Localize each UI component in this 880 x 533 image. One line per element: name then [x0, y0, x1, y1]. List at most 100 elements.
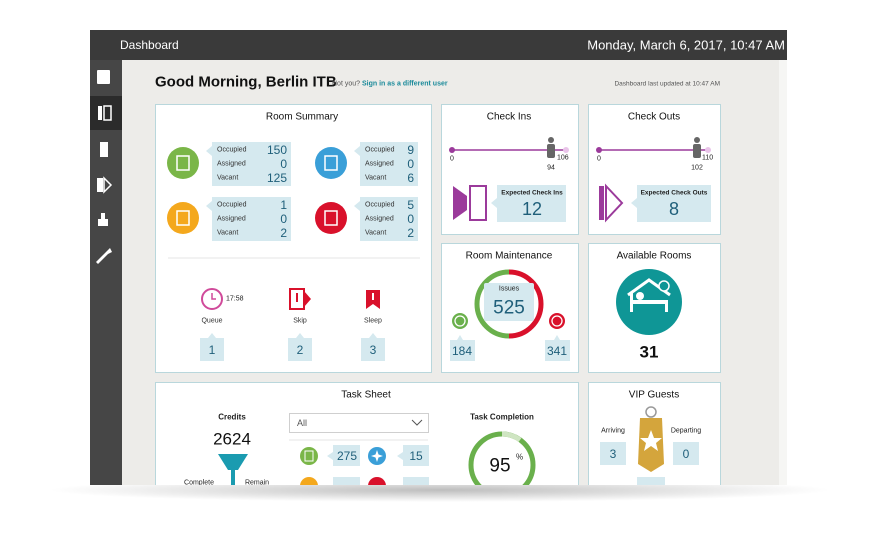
- filter-dropdown[interactable]: [289, 413, 429, 433]
- info-pointer: [369, 333, 377, 338]
- card-title: Check Outs: [628, 112, 680, 123]
- ring-resolved: [474, 269, 510, 339]
- row-label: Vacant: [217, 230, 238, 237]
- row-value: 5: [407, 198, 414, 212]
- row-label: Vacant: [365, 230, 386, 237]
- info-box: [333, 445, 360, 466]
- info-box: [200, 338, 224, 361]
- info-pointer: [354, 201, 360, 211]
- info-box: [403, 445, 429, 466]
- last-updated: Dashboard last updated at 10:47 AM: [614, 81, 720, 88]
- info-box: [484, 283, 534, 321]
- expected-value: 8: [669, 199, 679, 219]
- open-icon: [549, 313, 565, 329]
- row-value: 2: [407, 226, 414, 240]
- row-label: Assigned: [365, 161, 394, 168]
- info-box: [637, 185, 711, 222]
- checkin-total: 106: [557, 155, 569, 162]
- expected-value: 12: [522, 199, 542, 219]
- completion-unit: %: [516, 453, 523, 462]
- info-box: [360, 197, 418, 241]
- group-icon: [315, 147, 347, 179]
- sidebar-icons[interactable]: [96, 70, 113, 264]
- person-icon: [693, 137, 701, 158]
- info-box: [361, 338, 385, 361]
- filter-value: All: [297, 418, 307, 428]
- issues-label: Issues: [499, 286, 520, 293]
- checkout-current: 102: [691, 165, 703, 172]
- info-pointer: [354, 146, 360, 156]
- row-label: Occupied: [365, 147, 395, 154]
- card-title: Room Summary: [266, 112, 338, 123]
- info-box: [497, 185, 566, 222]
- info-box: [360, 142, 418, 186]
- group-icon-glyph: [176, 210, 190, 226]
- group-icon-glyph: [324, 210, 338, 226]
- app-title: Dashboard: [120, 38, 179, 52]
- row-value: 125: [267, 171, 287, 185]
- available-value: 31: [640, 343, 659, 362]
- info-box: [600, 442, 626, 465]
- row-value: 0: [407, 212, 414, 226]
- remain-label: Remain: [245, 480, 269, 487]
- clean-icon: [300, 447, 318, 465]
- credits-label: Credits: [218, 413, 246, 422]
- info-box: [212, 142, 291, 186]
- info-box: [673, 442, 699, 465]
- checkin-start: 0: [450, 156, 454, 163]
- info-box: [637, 477, 665, 485]
- info-box: [212, 197, 291, 241]
- info-box: [450, 340, 475, 361]
- top-bar: [90, 30, 787, 60]
- row-value: 0: [280, 157, 287, 171]
- greeting: Good Morning, Berlin ITB: [155, 74, 337, 91]
- row-label: Assigned: [217, 216, 246, 223]
- credits-value: 2624: [213, 430, 251, 449]
- info-pointer: [206, 146, 212, 156]
- arriving-label: Arriving: [601, 428, 625, 435]
- door-out-icon: [599, 183, 624, 223]
- info-box: [288, 338, 312, 361]
- checkin-current: 94: [547, 165, 555, 172]
- card-title: Task Sheet: [341, 390, 391, 401]
- sign-in-link[interactable]: Sign in as a different user: [362, 81, 448, 88]
- status-value: 2: [297, 343, 304, 357]
- expected-label: Expected Check Outs: [641, 190, 708, 197]
- app: Dashboard Monday, March 6, 2017, 10:47 A…: [90, 30, 787, 487]
- broom-icon: [218, 454, 248, 485]
- info-pointer: [296, 333, 304, 338]
- row-value: 150: [267, 143, 287, 157]
- chevron: [411, 419, 423, 426]
- info-pointer: [208, 333, 216, 338]
- row-label: Assigned: [365, 216, 394, 223]
- queue-icon: [201, 288, 223, 310]
- datetime: Monday, March 6, 2017, 10:47 AM: [587, 38, 785, 53]
- status-label: Queue: [201, 318, 222, 325]
- complete-label: Complete: [184, 480, 214, 487]
- resolved-value: 184: [452, 344, 472, 358]
- sidebar-active: [90, 96, 122, 130]
- row-value: 9: [407, 143, 414, 157]
- checkout-total: 110: [702, 155, 713, 162]
- row-label: Occupied: [217, 147, 247, 154]
- row-value: 6: [407, 171, 414, 185]
- card-title: Available Rooms: [617, 251, 692, 262]
- group-icon-glyph: [324, 155, 338, 171]
- open-value: 341: [547, 344, 567, 358]
- row-label: Vacant: [217, 175, 238, 182]
- group-icon: [315, 202, 347, 234]
- row-value: 0: [280, 212, 287, 226]
- resolved-icon: [452, 313, 468, 329]
- row-value: 0: [407, 157, 414, 171]
- row-label: Assigned: [217, 161, 246, 168]
- card-title: Check Ins: [487, 112, 531, 123]
- status-label: Sleep: [364, 318, 382, 325]
- status-value: 3: [370, 343, 377, 357]
- queue-time: 17:58: [226, 296, 244, 303]
- completion-value: 95: [489, 456, 510, 477]
- door-in-icon: [453, 185, 487, 221]
- group-icon-glyph: [176, 155, 190, 171]
- arriving-value: 3: [610, 447, 617, 461]
- count-value: 15: [409, 449, 423, 463]
